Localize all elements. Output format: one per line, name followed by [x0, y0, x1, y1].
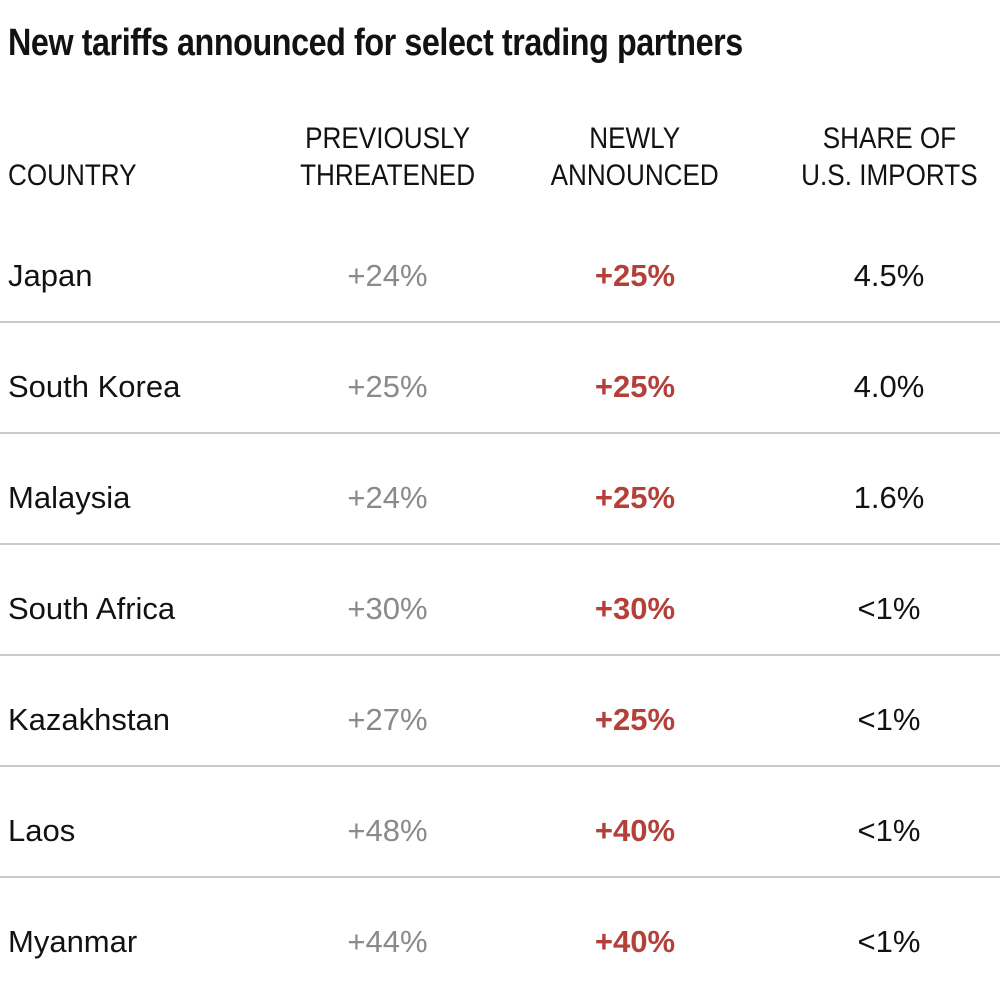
share-of-us-imports-cell: <1% — [857, 812, 921, 848]
page-title: New tariffs announced for select trading… — [0, 0, 1000, 64]
table-row: Malaysia +24% +25% 1.6% — [0, 434, 1000, 545]
table-header-row: COUNTRY PREVIOUSLY THREATENED NEWLY ANNO… — [0, 120, 1000, 194]
country-cell: Kazakhstan — [8, 701, 170, 737]
country-cell: Myanmar — [8, 923, 138, 959]
table-row: Japan +24% +25% 4.5% — [0, 212, 1000, 323]
previously-threatened-cell: +44% — [347, 923, 428, 959]
column-header-share-of-us-imports: SHARE OF U.S. IMPORTS — [800, 122, 978, 192]
table-row: South Korea +25% +25% 4.0% — [0, 323, 1000, 434]
newly-announced-cell: +25% — [594, 257, 676, 293]
country-cell: South Korea — [8, 368, 181, 404]
share-of-us-imports-cell: 4.5% — [853, 257, 925, 293]
previously-threatened-cell: +25% — [347, 368, 428, 404]
table-row: Laos +48% +40% <1% — [0, 767, 1000, 878]
previously-threatened-cell: +30% — [347, 590, 428, 626]
share-of-us-imports-cell: <1% — [857, 923, 921, 959]
share-of-us-imports-cell: 1.6% — [853, 479, 925, 515]
table-row: Kazakhstan +27% +25% <1% — [0, 656, 1000, 767]
column-header-country: COUNTRY — [8, 159, 137, 192]
table-row: Myanmar +44% +40% <1% — [0, 878, 1000, 987]
newly-announced-cell: +40% — [594, 923, 676, 959]
page-title-text: New tariffs announced for select trading… — [8, 22, 743, 64]
column-header-previously-threatened: PREVIOUSLY THREATENED — [300, 122, 475, 192]
previously-threatened-cell: +24% — [347, 257, 428, 293]
table-body: Japan +24% +25% 4.5% South Korea +25% +2… — [0, 212, 1000, 987]
country-cell: Japan — [8, 257, 93, 293]
country-cell: Malaysia — [8, 479, 131, 515]
country-cell: Laos — [8, 812, 76, 848]
share-of-us-imports-cell: <1% — [857, 701, 921, 737]
previously-threatened-cell: +24% — [347, 479, 428, 515]
newly-announced-cell: +40% — [594, 812, 676, 848]
previously-threatened-cell: +48% — [347, 812, 428, 848]
previously-threatened-cell: +27% — [347, 701, 428, 737]
newly-announced-cell: +25% — [594, 701, 676, 737]
country-cell: South Africa — [8, 590, 176, 626]
column-header-newly-announced: NEWLY ANNOUNCED — [550, 122, 720, 192]
newly-announced-cell: +25% — [594, 368, 676, 404]
share-of-us-imports-cell: 4.0% — [853, 368, 925, 404]
table-row: South Africa +30% +30% <1% — [0, 545, 1000, 656]
share-of-us-imports-cell: <1% — [857, 590, 921, 626]
newly-announced-cell: +30% — [594, 590, 676, 626]
newly-announced-cell: +25% — [594, 479, 676, 515]
